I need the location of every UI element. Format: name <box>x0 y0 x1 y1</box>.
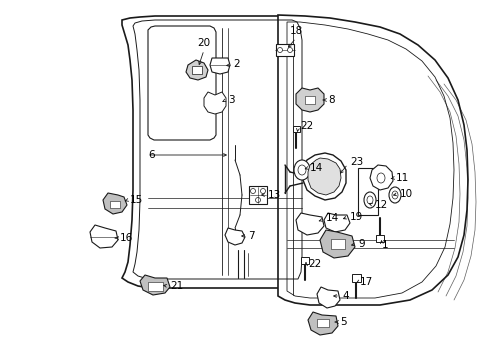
Text: 21: 21 <box>170 281 183 291</box>
Polygon shape <box>308 158 341 195</box>
Bar <box>301 256 309 264</box>
Polygon shape <box>308 312 338 335</box>
Ellipse shape <box>277 48 283 53</box>
Bar <box>293 126 299 132</box>
Bar <box>249 186 267 204</box>
Polygon shape <box>320 230 355 258</box>
Polygon shape <box>296 88 324 112</box>
Ellipse shape <box>367 196 373 204</box>
Polygon shape <box>148 26 216 140</box>
Polygon shape <box>210 58 230 74</box>
Bar <box>305 96 315 104</box>
Bar <box>331 239 345 249</box>
Ellipse shape <box>261 189 266 194</box>
Bar <box>317 319 329 327</box>
Text: 15: 15 <box>130 195 143 205</box>
Text: 1: 1 <box>382 240 389 250</box>
Text: 7: 7 <box>248 231 255 241</box>
Polygon shape <box>324 213 350 232</box>
Polygon shape <box>186 60 208 80</box>
Text: 18: 18 <box>290 26 303 36</box>
Bar <box>147 282 163 291</box>
Ellipse shape <box>255 198 261 202</box>
Text: 22: 22 <box>308 259 321 269</box>
Text: 14: 14 <box>310 163 323 173</box>
Text: 11: 11 <box>396 173 409 183</box>
Ellipse shape <box>392 191 398 199</box>
Text: 10: 10 <box>400 189 413 199</box>
Polygon shape <box>303 153 346 200</box>
Polygon shape <box>140 275 170 295</box>
Text: 5: 5 <box>340 317 346 327</box>
Text: 13: 13 <box>268 190 281 200</box>
Polygon shape <box>317 287 340 308</box>
Text: 23: 23 <box>350 157 363 167</box>
Polygon shape <box>90 225 118 248</box>
Polygon shape <box>370 165 393 190</box>
Polygon shape <box>358 168 378 215</box>
Text: 9: 9 <box>358 239 365 249</box>
Ellipse shape <box>377 173 385 183</box>
Bar <box>376 234 384 242</box>
Text: 6: 6 <box>148 150 155 160</box>
Ellipse shape <box>250 189 255 194</box>
Text: 8: 8 <box>328 95 335 105</box>
Text: 2: 2 <box>233 59 240 69</box>
Text: 19: 19 <box>350 212 363 222</box>
Text: 4: 4 <box>342 291 348 301</box>
Ellipse shape <box>298 165 306 175</box>
Text: 3: 3 <box>228 95 235 105</box>
Polygon shape <box>296 213 324 235</box>
Polygon shape <box>278 15 468 305</box>
Polygon shape <box>122 16 311 288</box>
Text: 22: 22 <box>300 121 313 131</box>
Ellipse shape <box>288 48 293 53</box>
Text: 16: 16 <box>120 233 133 243</box>
Text: 14: 14 <box>326 213 339 223</box>
Text: 20: 20 <box>197 38 211 48</box>
Polygon shape <box>103 193 127 214</box>
Polygon shape <box>225 228 245 245</box>
Ellipse shape <box>294 160 310 180</box>
Text: 17: 17 <box>360 277 373 287</box>
Bar <box>110 201 120 207</box>
Ellipse shape <box>364 192 376 208</box>
Bar <box>351 274 361 282</box>
Polygon shape <box>204 92 226 114</box>
Ellipse shape <box>389 187 401 203</box>
Bar <box>276 44 294 56</box>
Bar <box>192 66 202 74</box>
Text: 12: 12 <box>375 200 388 210</box>
